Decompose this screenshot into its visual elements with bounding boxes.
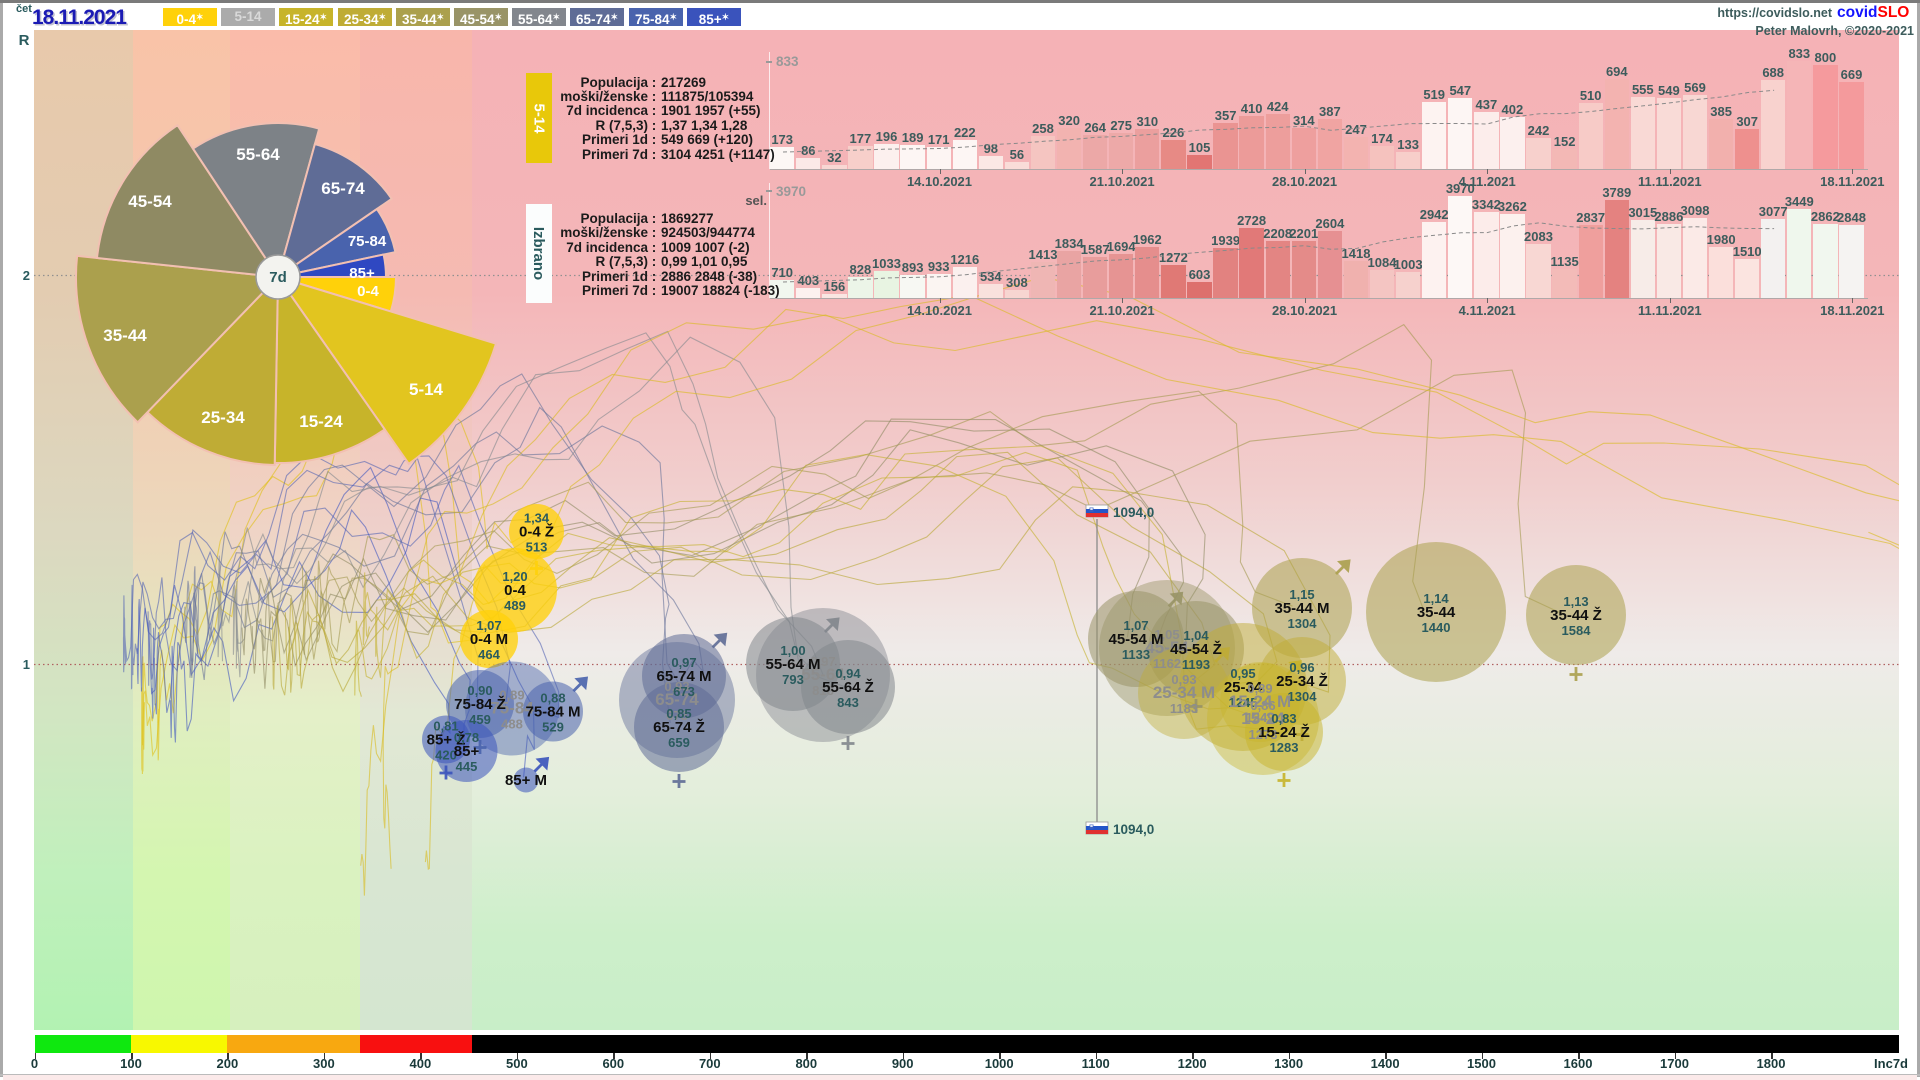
svg-text:1183: 1183: [1170, 701, 1198, 716]
svg-text:0,94: 0,94: [835, 666, 861, 681]
svg-text:1,07: 1,07: [1123, 618, 1148, 633]
svg-text:1,05: 1,05: [1154, 627, 1179, 642]
svg-text:0,96: 0,96: [1289, 660, 1314, 675]
svg-text:25-34: 25-34: [1224, 679, 1263, 696]
svg-text:0,85: 0,85: [666, 706, 691, 721]
svg-text:45-54: 45-54: [1145, 638, 1189, 657]
svg-text:1249: 1249: [1246, 710, 1275, 725]
svg-text:0,86: 0,86: [1250, 698, 1275, 713]
svg-text:25-34 Ž: 25-34 Ž: [1276, 672, 1328, 690]
svg-text:0,78: 0,78: [454, 730, 479, 745]
svg-text:45-54 Ž: 45-54 Ž: [1170, 640, 1222, 658]
svg-text:15-24: 15-24: [1241, 709, 1285, 728]
svg-text:0,83: 0,83: [1271, 711, 1296, 726]
svg-text:0-4 M: 0-4 M: [470, 631, 508, 648]
svg-text:75-84 Ž: 75-84 Ž: [454, 695, 506, 713]
svg-text:489: 489: [504, 598, 526, 613]
svg-text:529: 529: [542, 720, 564, 735]
svg-text:659: 659: [668, 735, 690, 750]
svg-text:0,89: 0,89: [499, 688, 524, 703]
svg-text:7d: 7d: [269, 269, 287, 286]
svg-text:1304: 1304: [1288, 616, 1318, 631]
svg-text:15-24 Ž: 15-24 Ž: [1258, 723, 1310, 741]
svg-text:75-84: 75-84: [348, 233, 387, 250]
svg-text:1094,0: 1094,0: [1113, 822, 1154, 837]
svg-text:75-84: 75-84: [490, 699, 534, 718]
svg-text:1584: 1584: [1562, 623, 1592, 638]
svg-text:0,90: 0,90: [467, 683, 492, 698]
svg-text:1162: 1162: [1153, 656, 1181, 671]
svg-text:0,89: 0,89: [1247, 681, 1272, 696]
svg-text:35-44 M: 35-44 M: [1274, 600, 1329, 617]
svg-text:0,95: 0,95: [1230, 666, 1255, 681]
svg-text:35-44: 35-44: [1417, 604, 1456, 621]
svg-text:35-44: 35-44: [103, 326, 147, 345]
svg-text:65-74: 65-74: [321, 179, 365, 198]
svg-text:1,15: 1,15: [1289, 587, 1314, 602]
svg-text:1193: 1193: [1182, 657, 1210, 672]
svg-text:1304: 1304: [1288, 689, 1318, 704]
svg-text:1094,0: 1094,0: [1113, 505, 1154, 520]
svg-text:25-34: 25-34: [201, 408, 245, 427]
svg-text:0-4: 0-4: [504, 582, 526, 599]
svg-text:1,14: 1,14: [1423, 591, 1449, 606]
svg-text:65-74 Ž: 65-74 Ž: [653, 718, 705, 736]
svg-text:1,07: 1,07: [476, 618, 501, 633]
svg-text:488: 488: [501, 717, 523, 732]
svg-text:1283: 1283: [1270, 740, 1299, 755]
svg-text:1,20: 1,20: [502, 569, 527, 584]
svg-text:45-54 M: 45-54 M: [1108, 631, 1163, 648]
svg-text:0,81: 0,81: [433, 719, 458, 734]
svg-text:0,88: 0,88: [540, 691, 565, 706]
svg-text:75-84 M: 75-84 M: [525, 704, 580, 721]
svg-text:1,34: 1,34: [524, 511, 550, 526]
svg-text:1245: 1245: [1229, 695, 1258, 710]
svg-text:55-64 Ž: 55-64 Ž: [822, 678, 874, 696]
svg-text:420: 420: [435, 748, 457, 763]
svg-text:55-64: 55-64: [236, 145, 280, 164]
svg-text:0-4 Ž: 0-4 Ž: [519, 523, 554, 541]
svg-text:65-74 M: 65-74 M: [656, 668, 711, 685]
svg-text:85+: 85+: [454, 743, 480, 760]
svg-text:1,13: 1,13: [1563, 594, 1588, 609]
svg-text:85+ Ž: 85+ Ž: [427, 731, 466, 749]
svg-text:1,04: 1,04: [1183, 628, 1209, 643]
svg-text:85+: 85+: [349, 265, 375, 282]
svg-text:1,00: 1,00: [780, 643, 805, 658]
svg-text:0-4: 0-4: [357, 283, 379, 300]
svg-text:35-44 Ž: 35-44 Ž: [1550, 606, 1602, 624]
svg-text:45-54: 45-54: [128, 192, 172, 211]
svg-text:673: 673: [673, 684, 695, 699]
svg-text:1273: 1273: [1249, 727, 1278, 742]
svg-text:673: 673: [666, 708, 688, 723]
svg-text:55-64 M: 55-64 M: [765, 656, 820, 673]
svg-text:5-14: 5-14: [409, 380, 444, 399]
svg-text:513: 513: [526, 540, 548, 555]
svg-text:25-34 M: 25-34 M: [1153, 683, 1215, 702]
svg-text:0,93: 0,93: [664, 679, 689, 694]
svg-text:464: 464: [478, 647, 500, 662]
svg-text:0,97: 0,97: [671, 655, 696, 670]
svg-text:445: 445: [456, 759, 478, 774]
svg-text:85+ M: 85+ M: [505, 772, 547, 789]
svg-text:1440: 1440: [1422, 620, 1451, 635]
svg-text:65-74: 65-74: [655, 690, 699, 709]
svg-text:15-24: 15-24: [299, 412, 343, 431]
svg-text:818: 818: [812, 683, 834, 698]
svg-text:793: 793: [782, 672, 804, 687]
svg-text:459: 459: [469, 712, 491, 727]
svg-text:55-64: 55-64: [801, 665, 845, 684]
svg-text:843: 843: [837, 695, 859, 710]
svg-text:15-24 M: 15-24 M: [1229, 692, 1291, 711]
svg-text:0,97: 0,97: [810, 654, 835, 669]
svg-text:1133: 1133: [1122, 647, 1150, 662]
svg-text:0,93: 0,93: [1171, 672, 1196, 687]
